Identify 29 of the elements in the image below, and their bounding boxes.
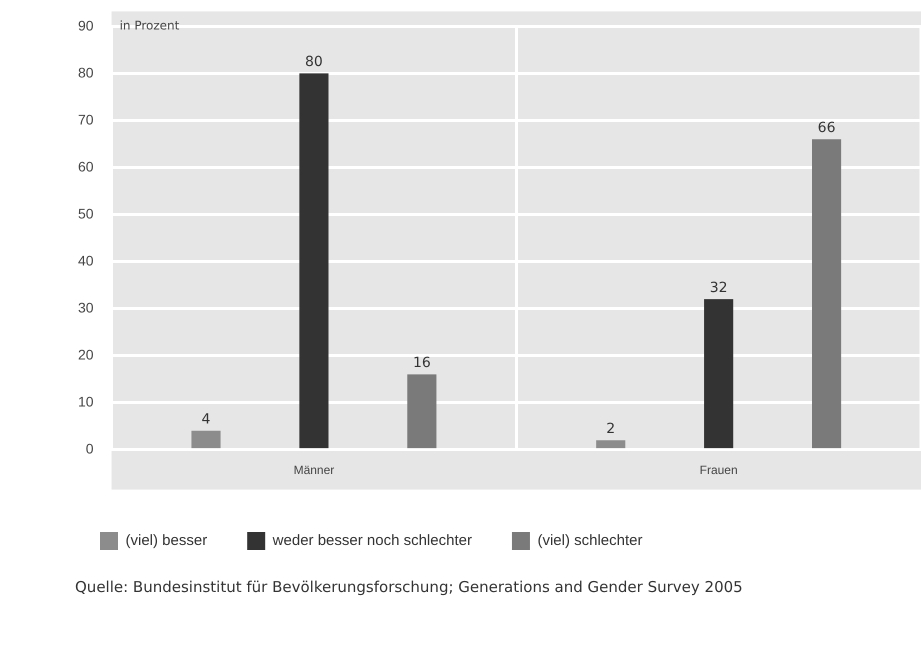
- x-tick-label: Frauen: [700, 463, 738, 478]
- legend-label: (viel) schlechter: [537, 532, 642, 550]
- y-tick-label: 70: [78, 111, 94, 128]
- y-tick-label: 0: [86, 440, 94, 456]
- bar: [812, 139, 842, 448]
- y-tick-label: 60: [78, 158, 94, 174]
- data-label: 2: [606, 420, 616, 437]
- bar: [407, 374, 436, 448]
- bar: [191, 430, 221, 448]
- y-tick-label: 80: [78, 64, 94, 80]
- y-tick-label: 10: [78, 393, 94, 410]
- y-tick-label: 90: [78, 17, 94, 34]
- y-tick-label: 50: [78, 205, 94, 222]
- source-note: Quelle: Bundesinstitut für Bevölkerungsforschung; Generations and Gender Survey 2005: [75, 578, 743, 596]
- y-tick-label: 20: [78, 346, 94, 362]
- bar: [596, 440, 626, 448]
- data-label: 66: [818, 120, 836, 136]
- bar: [299, 73, 328, 448]
- data-label: 32: [710, 280, 728, 296]
- legend-label: weder besser noch schlechter: [272, 532, 472, 550]
- bar: [704, 299, 734, 448]
- data-label: 4: [202, 411, 211, 428]
- x-tick-label: Männer: [294, 463, 334, 478]
- y-tick-label: 30: [78, 299, 94, 316]
- y-axis-title: in Prozent: [120, 18, 180, 33]
- legend-label: (viel) besser: [126, 532, 208, 550]
- data-label: 16: [412, 355, 431, 372]
- y-tick-label: 40: [78, 252, 94, 268]
- data-label: 80: [305, 54, 323, 70]
